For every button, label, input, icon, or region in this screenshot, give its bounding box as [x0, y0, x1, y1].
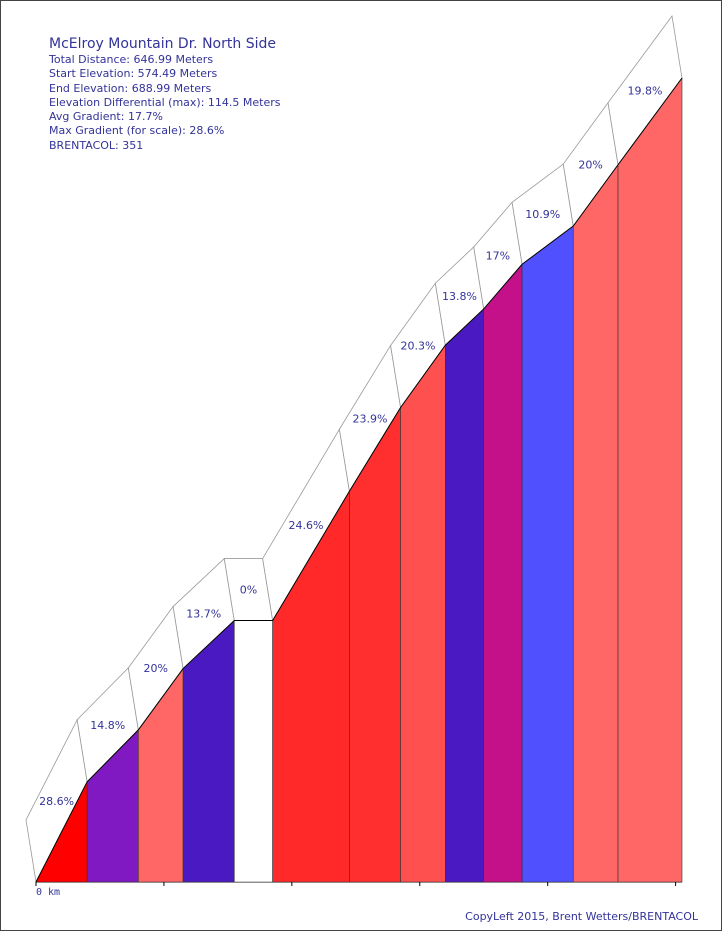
gradient-segment-bar	[483, 263, 523, 883]
gradient-segment-bar	[617, 77, 683, 883]
total-distance-text: Total Distance: 646.99 Meters	[49, 53, 214, 66]
gradient-label: 20%	[578, 158, 602, 171]
gradient-label: 28.6%	[39, 795, 74, 808]
brentacol-score-text: BRENTACOL: 351	[49, 138, 144, 152]
gradient-label: 19.8%	[628, 84, 663, 97]
gradient-segment-bar	[233, 620, 273, 883]
gradient-label: 14.8%	[90, 719, 125, 732]
gradient-label: 20%	[143, 662, 167, 675]
gradient-label: 0%	[240, 584, 257, 597]
gradient-segment-bar	[400, 344, 446, 883]
gradient-segment-bar	[445, 308, 485, 883]
elevation-differential-text: Elevation Differential (max): 114.5 Mete…	[49, 95, 281, 109]
gradient-label: 20.3%	[400, 339, 435, 352]
gradient-label: 13.8%	[442, 290, 477, 303]
x-axis-start-label: 0 km	[36, 887, 60, 898]
gradient-segment-bar	[521, 225, 574, 883]
avg-gradient-text: Avg Gradient: 17.7%	[49, 110, 163, 124]
ride-stats-panel: McElroy Mountain Dr. North Side Total Di…	[49, 36, 280, 153]
gradient-label: 24.6%	[289, 519, 324, 532]
gradient-segment-bar	[572, 163, 619, 883]
end-elevation-text: End Elevation: 688.99 Meters	[49, 81, 212, 95]
gradient-label: 13.7%	[186, 608, 221, 621]
gradient-label: 17%	[486, 250, 510, 263]
gradient-label: 23.9%	[353, 412, 388, 425]
gradient-label: 10.9%	[525, 208, 560, 221]
max-gradient-text: Max Gradient (for scale): 28.6%	[49, 124, 225, 138]
route-title: McElroy Mountain Dr. North Side	[49, 36, 276, 52]
copyright-footer: CopyLeft 2015, Brent Wetters/BRENTACOL	[465, 910, 698, 923]
start-elevation-text: Start Elevation: 574.49 Meters	[49, 67, 218, 81]
elevation-profile-line	[35, 77, 683, 883]
